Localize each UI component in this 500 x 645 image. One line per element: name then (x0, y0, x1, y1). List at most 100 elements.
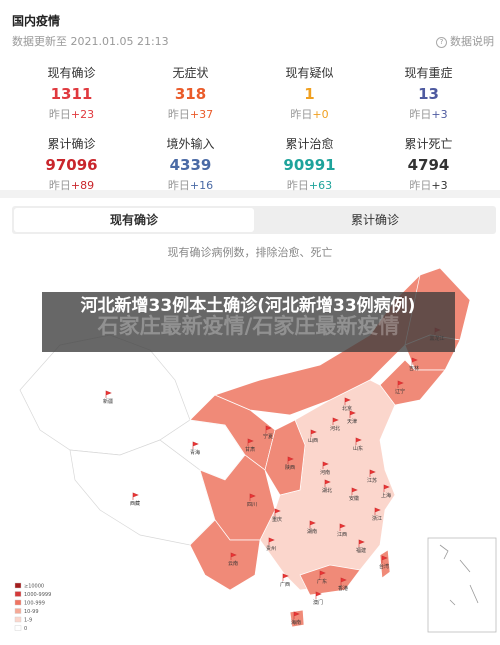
flag (293, 611, 300, 619)
stat: 累计确诊 97096 昨日+89 (12, 135, 131, 193)
province-label: 吉林 (409, 365, 419, 372)
province-label: 贵州 (266, 545, 276, 552)
flag (105, 390, 112, 398)
stat: 无症状 318 昨日+37 (131, 64, 250, 122)
province-label: 甘肃 (245, 446, 255, 453)
flag (397, 380, 404, 388)
delta-prefix: 昨日 (48, 108, 71, 121)
flag (322, 461, 329, 469)
province-label: 湖南 (307, 528, 317, 535)
stat-value: 13 (418, 85, 439, 103)
province-label: 宁夏 (263, 433, 273, 440)
flag (230, 552, 237, 560)
province-label: 河北 (330, 425, 340, 432)
flag (355, 437, 362, 445)
province-label: 北京 (342, 405, 352, 412)
region (299, 564, 361, 596)
flag (249, 493, 256, 501)
stat-value: 318 (174, 85, 207, 103)
province-label: 云南 (228, 560, 238, 567)
region (264, 419, 306, 496)
stat: 累计治愈 90991 昨日+63 (250, 135, 369, 193)
flag (192, 441, 199, 449)
flag (358, 539, 365, 547)
legend-label: ≥10000 (24, 584, 44, 590)
region (259, 379, 396, 591)
map-caption: 现有确诊病例数，排除治愈、死亡 (167, 246, 333, 259)
province-label: 海南 (291, 619, 301, 626)
inset-islands (439, 544, 479, 606)
flag (282, 573, 289, 581)
delta-prefix: 昨日 (167, 179, 190, 192)
flag (349, 410, 356, 418)
stat-label: 无症状 (172, 66, 209, 80)
delta-value: +3 (431, 179, 448, 192)
stat-label: 累计治愈 (285, 137, 334, 151)
delta-prefix: 昨日 (409, 179, 432, 192)
delta-value: +63 (308, 179, 333, 192)
flag (265, 425, 272, 433)
flag (369, 469, 376, 477)
legend-label: 1-9 (24, 618, 32, 624)
flag (381, 555, 388, 563)
legend-swatch (14, 599, 22, 606)
legend-swatch (14, 591, 22, 597)
delta-value: +3 (431, 108, 448, 121)
flag (339, 523, 346, 531)
stat-delta: 昨日+63 (250, 177, 369, 193)
province-label: 青海 (190, 449, 200, 456)
flag (132, 492, 139, 500)
flag (310, 429, 317, 437)
province-label: 山西 (308, 437, 318, 444)
stat: 现有确诊 1311 昨日+23 (12, 64, 131, 122)
flag (351, 487, 358, 495)
stat-label: 累计确诊 (47, 137, 96, 151)
stats-grid: 现有确诊 1311 昨日+23 无症状 318 昨日+37 现有疑似 1 昨日+0 现有重症 13 昨… (12, 64, 488, 193)
update-time: 数据更新至 2021.01.05 21:13 (12, 35, 169, 48)
tab[interactable]: 现有确诊 (14, 208, 254, 232)
stat-delta: 昨日+3 (369, 177, 488, 193)
stat-label: 现有确诊 (47, 66, 96, 80)
province-label: 安徽 (349, 495, 359, 502)
province-label: 浙江 (372, 515, 382, 522)
stat-delta: 昨日+3 (369, 106, 488, 122)
stat-label: 现有疑似 (285, 66, 334, 80)
stat: 现有疑似 1 昨日+0 (250, 64, 369, 122)
delta-prefix: 昨日 (167, 108, 190, 121)
province-label: 陕西 (285, 464, 295, 471)
flag (315, 591, 322, 599)
data-note-link[interactable]: 数据说明 (436, 33, 494, 49)
legend-label: 100-999 (24, 601, 45, 607)
stat-value: 1311 (50, 85, 93, 103)
delta-value: +0 (312, 108, 329, 121)
stat-delta: 昨日+89 (12, 177, 131, 193)
delta-value: +16 (189, 179, 214, 192)
flag (324, 479, 331, 487)
legend-swatch (14, 616, 22, 623)
stat: 现有重症 13 昨日+3 (369, 64, 488, 122)
ghost-text: 石家庄最新疫情/石家庄最新疫情 (97, 314, 400, 338)
province-label: 新疆 (103, 398, 113, 405)
delta-prefix: 昨日 (48, 179, 71, 192)
province-label: 台湾 (379, 563, 389, 570)
province-label: 西藏 (130, 500, 140, 507)
legend-swatch (14, 582, 22, 589)
delta-value: +23 (70, 108, 95, 121)
flag (309, 520, 316, 528)
delta-prefix: 昨日 (290, 108, 313, 121)
province-label: 香港 (338, 585, 348, 592)
province-label: 江西 (337, 531, 347, 538)
flag (340, 577, 347, 585)
province-label: 河南 (320, 469, 330, 476)
flag (268, 537, 275, 545)
province-label: 澳门 (313, 599, 323, 606)
province-label: 四川 (247, 502, 257, 508)
tab[interactable]: 累计确诊 (350, 213, 399, 227)
stat-delta: 昨日+16 (131, 177, 250, 193)
title: 国内疫情 (12, 14, 61, 28)
stat: 境外输入 4339 昨日+16 (131, 135, 250, 193)
inset-frame (427, 537, 497, 633)
province-label: 福建 (356, 547, 366, 554)
flag (247, 438, 254, 446)
legend-label: 10-99 (24, 609, 39, 615)
